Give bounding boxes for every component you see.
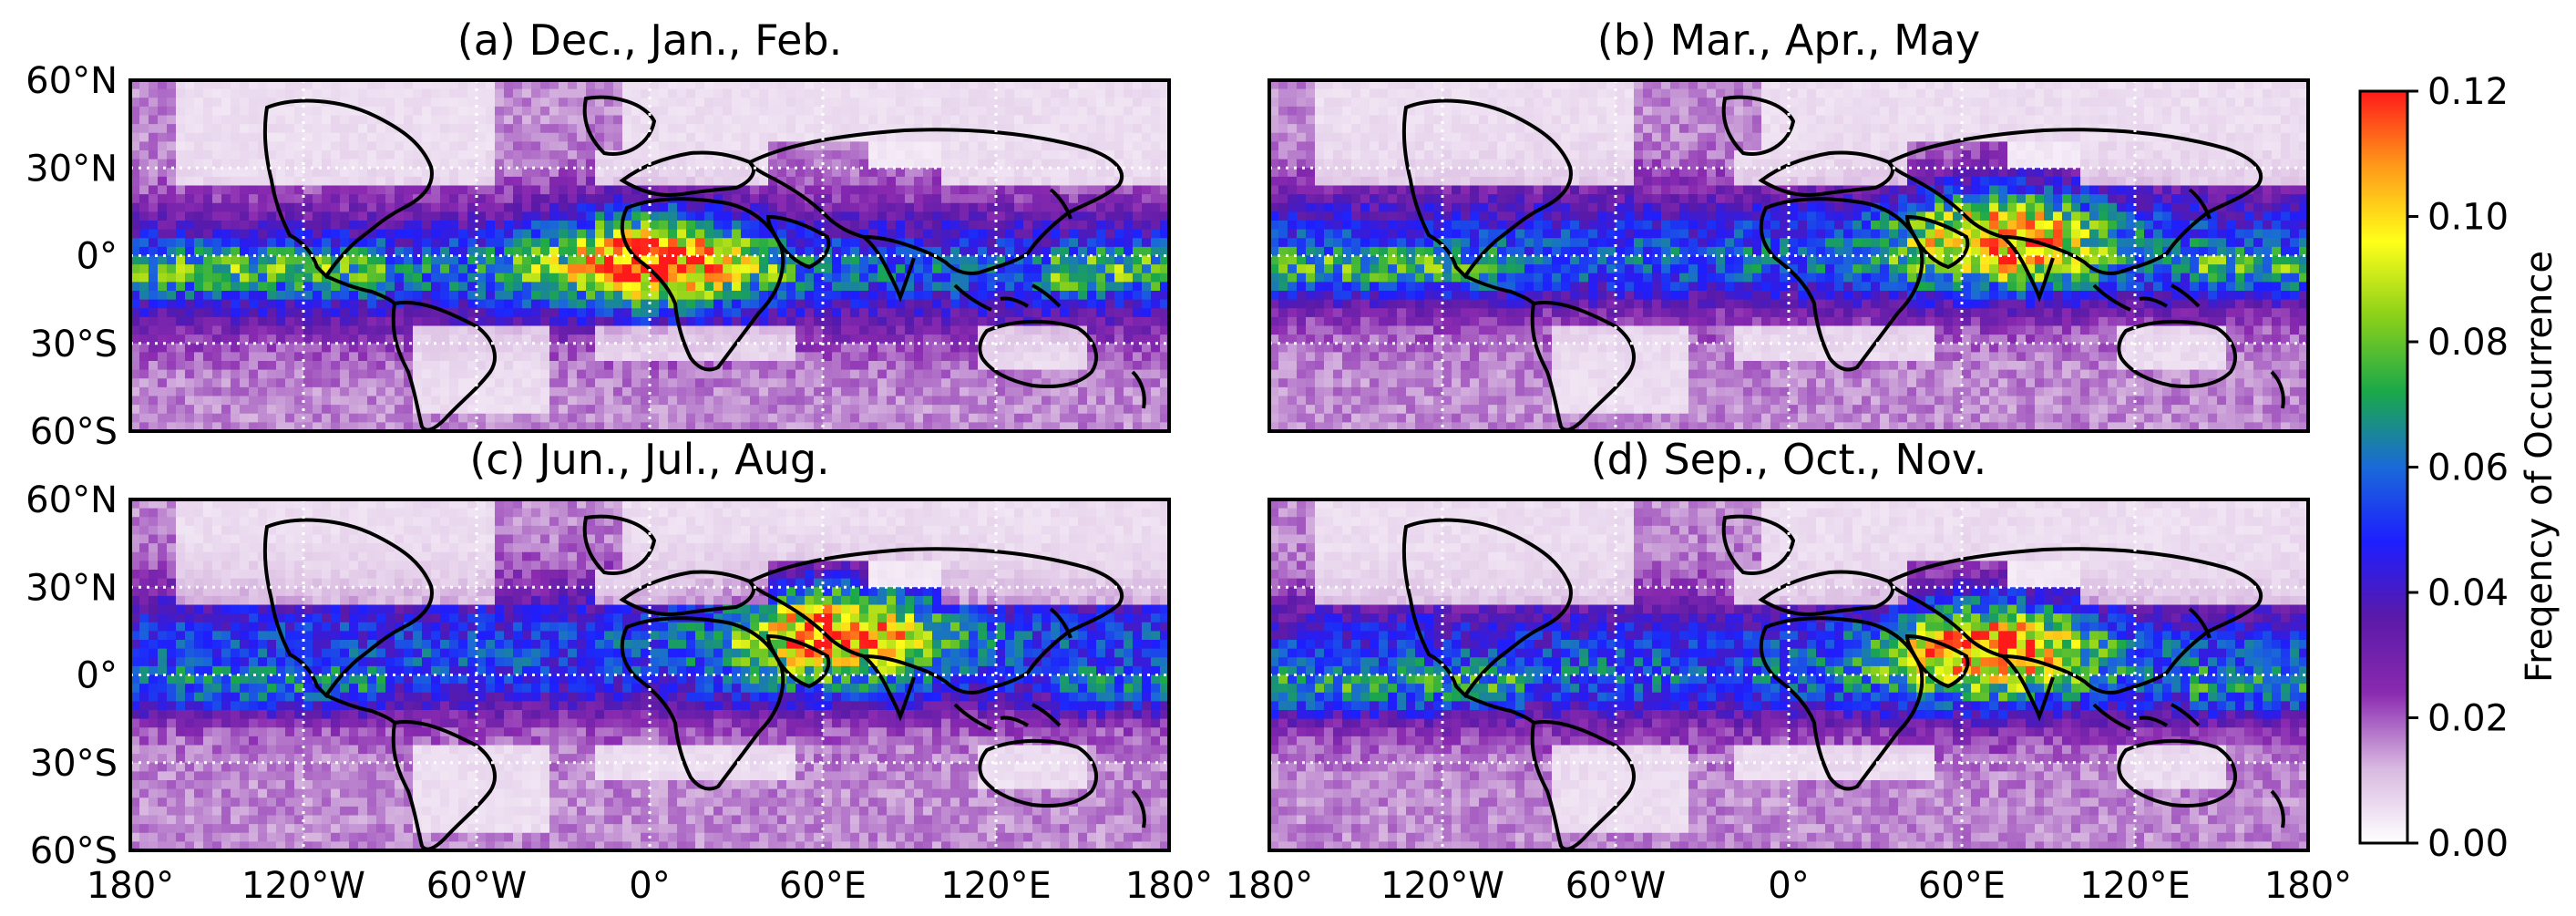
lat-tick-label: 0° (77, 236, 118, 278)
panel-title-d: (d) Sep., Oct., Nov. (1591, 435, 1987, 484)
panel-title-b: (b) Mar., Apr., May (1597, 15, 1980, 65)
lon-tick-label: 60°E (779, 865, 867, 907)
gridlines-b (1269, 80, 2308, 431)
lat-tick-label: 30°N (26, 148, 118, 190)
lon-tick-label: 60°W (426, 865, 527, 907)
heatmap-field-d (1269, 499, 2309, 851)
lat-tick-label: 30°S (30, 743, 118, 785)
gridlines-a (130, 80, 1169, 431)
map-panel-a: (a) Dec., Jan., Feb. 60°N 30°N 0° 30°S 60°S (26, 15, 1171, 453)
panel-frame-b (1267, 78, 2310, 433)
heatmap-field-a (130, 80, 1170, 432)
lon-tick-label: 60°E (1918, 865, 2006, 907)
colorbar-label: Freqency of Occurrence (2519, 251, 2561, 683)
map-panel-b: (b) Mar., Apr., May (1267, 15, 2310, 433)
map-panels: (a) Dec., Jan., Feb. 60°N 30°N 0° 30°S 60°S (b… (26, 15, 2352, 907)
lon-tick-labels-c: 180° 120°W 60°W 0° 60°E 120°E 180° (87, 865, 1213, 907)
panel-frame-c (128, 498, 1171, 852)
lon-tick-label: 0° (629, 865, 670, 907)
lat-tick-label: 60°S (30, 411, 118, 453)
colorbar-tick-label: 0.06 (2427, 448, 2509, 489)
heatmap-field-c (130, 499, 1170, 851)
map-panel-d: (d) Sep., Oct., Nov.180° 120°W 60°W 0° 60°E 1… (1226, 435, 2352, 907)
lat-tick-labels-c: 60°N 30°N 0° 30°S 60°S (26, 479, 118, 872)
colorbar: 0.12 0.10 0.08 0.06 0.04 0.02 0.00 Freqency of… (2358, 71, 2561, 865)
colorbar-tick-label: 0.00 (2427, 823, 2509, 865)
lon-tick-label: 180° (1125, 865, 1213, 907)
lat-tick-label: 0° (77, 655, 118, 697)
colorbar-gradient (2358, 89, 2409, 845)
lon-tick-label: 120°E (2079, 865, 2191, 907)
lat-tick-labels-a: 60°N 30°N 0° 30°S 60°S (26, 60, 118, 453)
lon-tick-label: 180° (2264, 865, 2352, 907)
colorbar-tick-label: 0.08 (2427, 322, 2509, 364)
lat-tick-label: 60°N (26, 60, 118, 102)
lat-tick-label: 60°N (26, 479, 118, 521)
colorbar-ticks: 0.12 0.10 0.08 0.06 0.04 0.02 0.00 (2407, 71, 2509, 865)
lat-tick-label: 60°S (30, 830, 118, 872)
panel-title-c: (c) Jun., Jul., Aug. (469, 435, 829, 484)
lon-tick-label: 120°W (1380, 865, 1504, 907)
panel-frame-a (128, 78, 1171, 433)
lon-tick-label: 180° (87, 865, 174, 907)
lon-tick-label: 120°W (241, 865, 365, 907)
panel-frame-d (1267, 498, 2310, 852)
colorbar-tick-label: 0.10 (2427, 197, 2509, 239)
lon-tick-label: 60°W (1565, 865, 1666, 907)
map-panel-c: (c) Jun., Jul., Aug.60°N30°N0°30°S60°S18… (26, 435, 1213, 907)
gridlines-d (1269, 499, 2308, 850)
colorbar-tick-label: 0.12 (2427, 71, 2509, 113)
colorbar-tick-label: 0.04 (2427, 572, 2509, 614)
lon-tick-label: 0° (1768, 865, 1809, 907)
lon-tick-labels-d: 180° 120°W 60°W 0° 60°E 120°E 180° (1226, 865, 2352, 907)
panel-title-a: (a) Dec., Jan., Feb. (457, 15, 842, 65)
colorbar-tick-label: 0.02 (2427, 698, 2509, 740)
lat-tick-label: 30°N (26, 567, 118, 609)
lon-tick-label: 120°E (940, 865, 1052, 907)
gridlines-c (130, 499, 1169, 850)
lat-tick-label: 30°S (30, 324, 118, 365)
lon-tick-label: 180° (1226, 865, 1313, 907)
